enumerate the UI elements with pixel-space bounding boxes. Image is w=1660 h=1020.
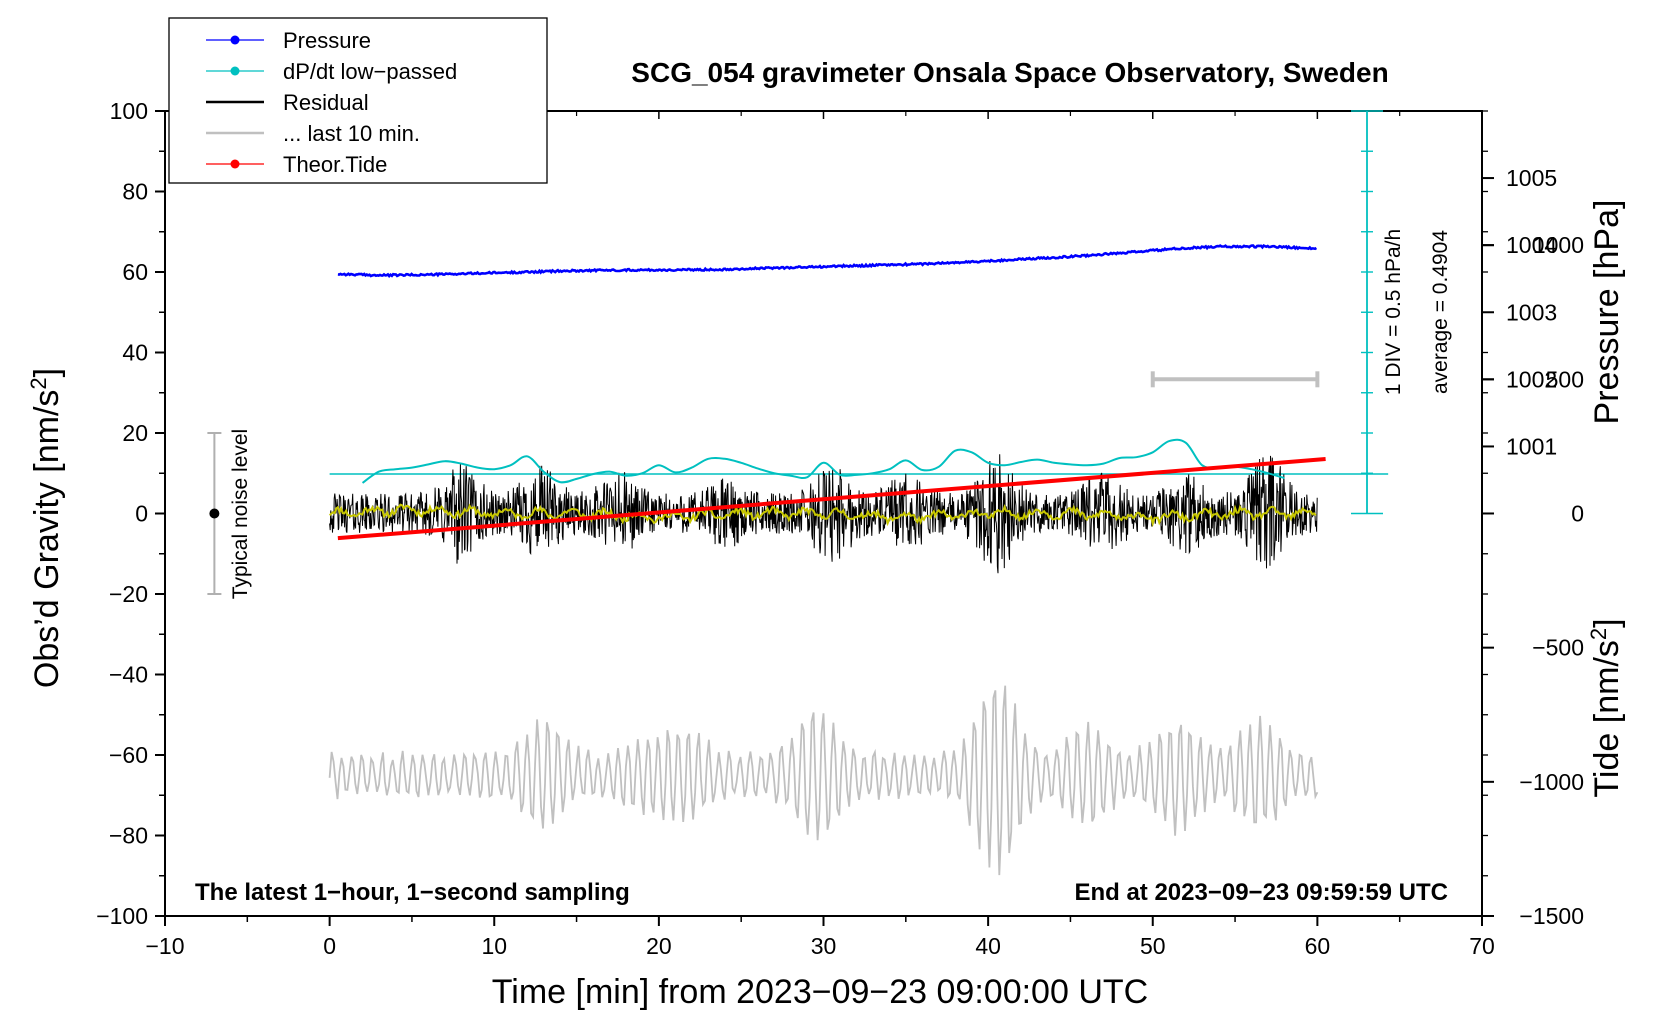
legend: Pressure dP/dt low−passed Residual ... last…	[168, 17, 548, 184]
dpdt-average-label: average = 0.4904	[1429, 230, 1452, 394]
legend-label: Theor.Tide	[283, 152, 387, 177]
tide-tick-label: 1000	[1533, 232, 1584, 258]
legend-box	[168, 17, 548, 184]
y-tick-label: 40	[122, 340, 148, 366]
pressure-tick-label: 1004	[1506, 232, 1557, 258]
pressure-tick-label: 1003	[1506, 299, 1557, 325]
pressure-tick-label: 1005	[1506, 165, 1557, 191]
pressure-tick-label: 1001	[1506, 433, 1557, 459]
y-axis-label-tide-tail: ]	[1588, 618, 1626, 627]
y-axis-label-tide-text: Tide [nm/s	[1588, 640, 1626, 797]
x-axis-label: Time [min] from 2023−09−23 09:00:00 UTC	[492, 973, 1148, 1011]
footnote-left: The latest 1−hour, 1−second sampling	[195, 879, 630, 906]
footnote-right: End at 2023−09−23 09:59:59 UTC	[1074, 879, 1448, 906]
noise-level-label: Typical noise level	[229, 429, 252, 599]
y-axis-label-left-tail: ]	[28, 368, 66, 377]
tide-tick-label: −500	[1532, 635, 1584, 661]
y-tick-label: −60	[109, 742, 148, 768]
y-tick-label: −20	[109, 581, 148, 607]
legend-swatch-marker	[230, 159, 240, 169]
legend-label: Residual	[283, 90, 369, 115]
tide-tick-label: 500	[1546, 366, 1584, 392]
y-tick-label: 80	[122, 179, 148, 205]
residual-smoothed-line	[328, 503, 1317, 528]
y-tick-label: 0	[135, 501, 148, 527]
theor-tide-line	[337, 457, 1326, 541]
pressure-line	[337, 243, 1318, 278]
dpdt-div-label: 1 DIV = 0.5 hPa/h	[1382, 229, 1405, 395]
legend-items: Pressure dP/dt low−passed Residual ... last…	[206, 28, 457, 177]
y-tick-label: 60	[122, 259, 148, 285]
x-tick-label: 60	[1305, 933, 1331, 959]
chart-title: SCG_054 gravimeter Onsala Space Observat…	[631, 57, 1388, 88]
axes-layer: −10 0 10 20 30 40 50 60 70100806040200−20−40−60−…	[96, 98, 1584, 959]
y-tick-label: −80	[109, 823, 148, 849]
legend-label: dP/dt low−passed	[283, 59, 457, 84]
legend-swatch-marker	[230, 35, 240, 45]
y-axis-label-pressure: Pressure [hPa]	[1588, 200, 1626, 425]
y-tick-label: −100	[96, 903, 148, 929]
tide-tick-label: −1500	[1519, 903, 1584, 929]
x-tick-label: 0	[323, 933, 336, 959]
x-tick-label: 50	[1140, 933, 1166, 959]
y-tick-label: −40	[109, 662, 148, 688]
y-axis-label-left-sup: 2	[26, 377, 51, 389]
legend-label: Pressure	[283, 28, 371, 53]
y-axis-label-tide: Tide [nm/s2]	[1586, 618, 1626, 797]
y-tick-label: 100	[110, 98, 148, 124]
x-tick-label: 30	[811, 933, 837, 959]
x-tick-label: 40	[975, 933, 1001, 959]
x-tick-label: 70	[1469, 933, 1495, 959]
y-axis-label-left-text: Obs’d Gravity [nm/s	[28, 390, 66, 689]
y-axis-label-tide-sup: 2	[1586, 628, 1611, 640]
x-tick-label: −10	[145, 933, 184, 959]
legend-label: ... last 10 min.	[283, 121, 420, 146]
noise-bar-center-dot	[209, 508, 220, 519]
y-tick-label: 20	[122, 420, 148, 446]
legend-swatch-marker	[230, 66, 240, 76]
series-layer	[207, 243, 1389, 876]
tide-tick-label: 0	[1571, 500, 1584, 526]
dpdt-line	[361, 438, 1285, 484]
y-axis-label-left: Obs’d Gravity [nm/s2]	[26, 368, 66, 688]
x-tick-label: 10	[481, 933, 507, 959]
pressure-tick-label: 1002	[1506, 366, 1557, 392]
x-tick-label: 20	[646, 933, 672, 959]
last-10-min-line	[328, 685, 1319, 876]
tide-tick-label: −1000	[1519, 769, 1584, 795]
